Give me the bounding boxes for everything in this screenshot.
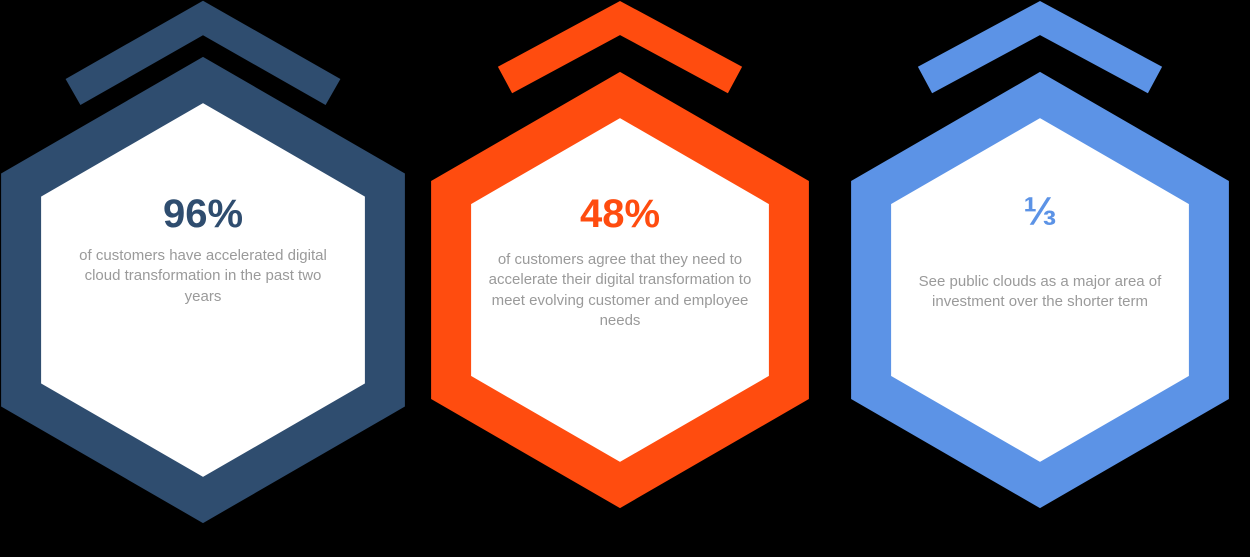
stat-description: See public clouds as a major area of inv… xyxy=(903,272,1178,313)
stat-value-wrap: ⅓ xyxy=(910,190,1170,235)
stat-desc-wrap: See public clouds as a major area of inv… xyxy=(903,272,1178,313)
stat-value: ⅓ xyxy=(910,190,1170,235)
panel-3: ⅓ See public clouds as a major area of in… xyxy=(0,0,1250,557)
infographic-stage: 96%of customers have accelerated digital… xyxy=(0,0,1250,557)
chevron-up-icon xyxy=(925,18,1155,80)
